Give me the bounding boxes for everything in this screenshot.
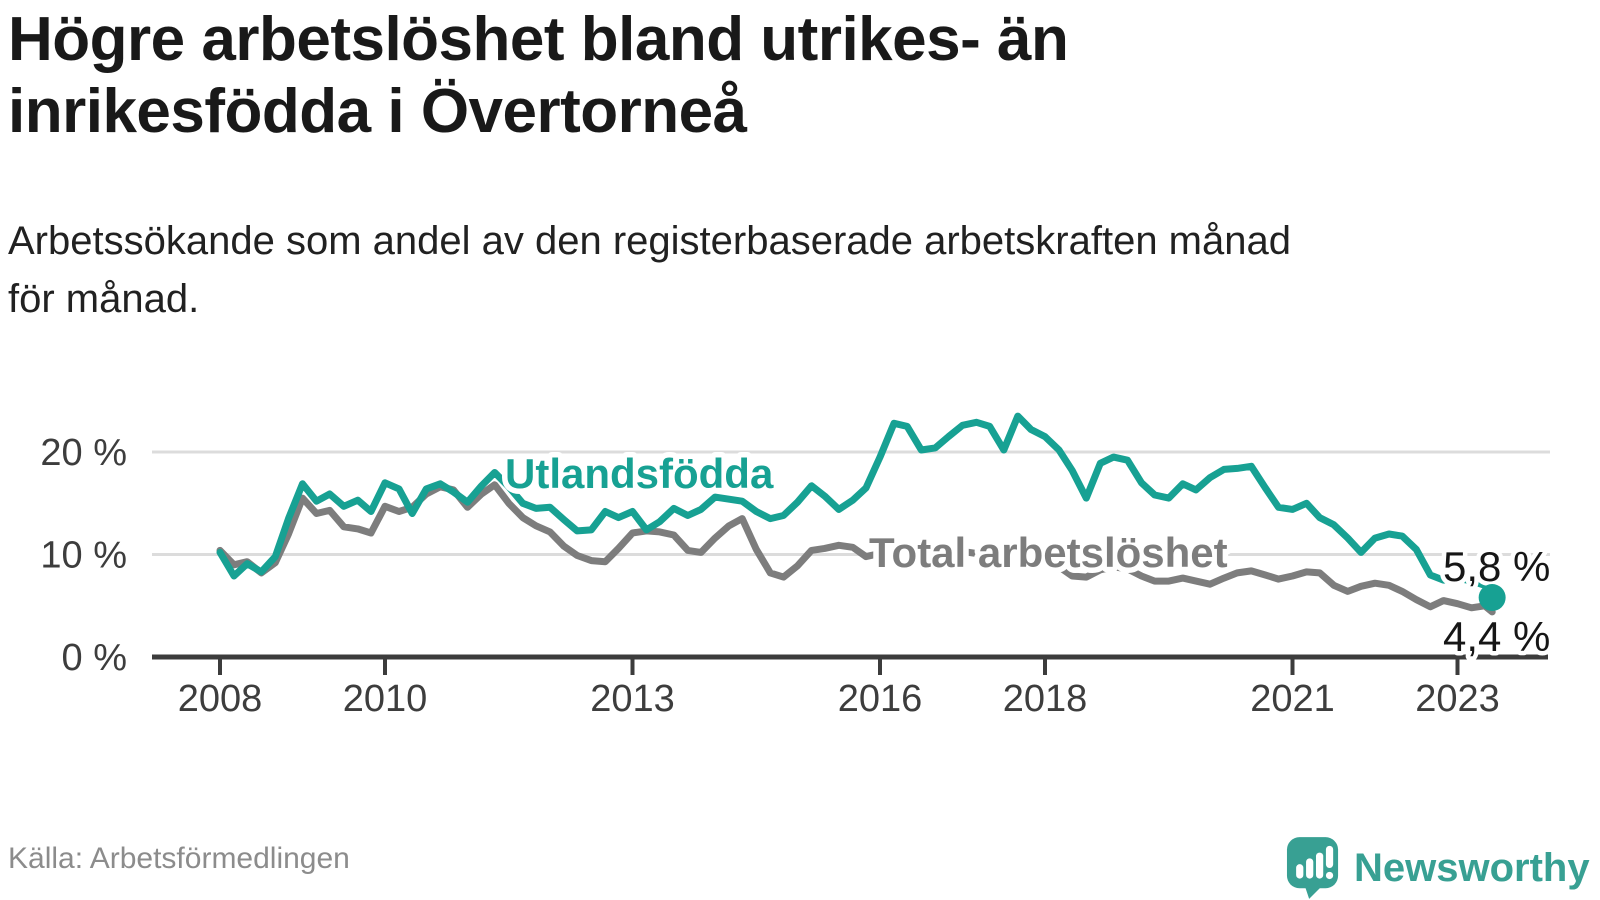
newsworthy-speech-bubble-bar-chart-icon [1286, 837, 1339, 899]
brand-name: Newsworthy [1354, 845, 1590, 890]
x-tick-label-2018: 2018 [1003, 678, 1088, 720]
line-total-arbetsloshet [216, 481, 1496, 616]
page-title-line-1: Högre arbetslöshet bland utrikes- än [8, 5, 1069, 74]
x-tick-label-2021: 2021 [1250, 678, 1335, 720]
x-tick-label-2023: 2023 [1415, 678, 1500, 720]
series-end-dot [1478, 584, 1506, 612]
exclamation-bar [1325, 845, 1334, 868]
y-tick-label-10: 10 % [40, 535, 127, 577]
chart-subtitle: Arbetssökande som andel av den registerb… [8, 212, 1568, 328]
source-attribution: Källa: Arbetsförmedlingen [8, 842, 350, 875]
chart-subtitle-line-2: för månad. [8, 277, 200, 321]
line-chart-canvas: 0 % 10 % 20 % 2008 2010 2013 2016 2018 2021 2023 U… [40, 412, 1555, 720]
newsworthy-logo: Newsworthy [1286, 836, 1590, 900]
bar-small [1296, 864, 1304, 879]
page-title-line-2: inrikesfödda i Övertorneå [8, 77, 747, 146]
end-value-label-utlandsfodda: 5,8 % [1443, 543, 1550, 590]
page-title: Högre arbetslöshet bland utrikes- än inr… [8, 4, 1408, 148]
chart-subtitle-line-1: Arbetssökande som andel av den registerb… [8, 219, 1291, 263]
x-tick-label-2013: 2013 [590, 678, 675, 720]
x-tick-label-2010: 2010 [343, 678, 428, 720]
series-label-utlandsfodda: Utlandsfödda [505, 450, 774, 497]
exclamation-dot [1325, 871, 1334, 880]
line-utlandsfodda [216, 412, 1496, 602]
end-value-label-total-arbetsloshet: 4,4 % [1443, 613, 1550, 660]
y-tick-label-0: 0 % [62, 637, 127, 679]
x-tick-label-2016: 2016 [838, 678, 923, 720]
series-label-total-arbetsloshet: Total arbetslöshet [869, 529, 1228, 576]
y-tick-label-20: 20 % [40, 432, 127, 474]
bar-medium [1306, 858, 1314, 879]
bar-large [1315, 852, 1324, 879]
x-tick-label-2008: 2008 [178, 678, 263, 720]
